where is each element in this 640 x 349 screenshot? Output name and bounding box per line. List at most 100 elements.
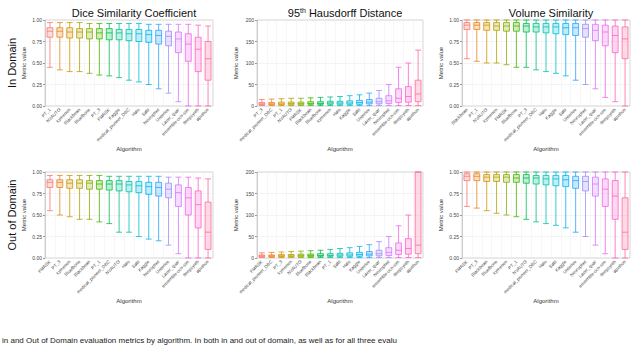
svg-text:0.75: 0.75 bbox=[32, 191, 42, 197]
svg-text:0.00: 0.00 bbox=[32, 103, 42, 109]
svg-text:Lazer_quar: Lazer_quar bbox=[160, 259, 181, 279]
svg-text:Blackbean: Blackbean bbox=[304, 259, 323, 278]
svg-text:ensemble-ocn-sim: ensemble-ocn-sim bbox=[160, 107, 191, 137]
svg-text:Out of Domain: Out of Domain bbox=[6, 180, 18, 251]
svg-text:Lazer_quar: Lazer_quar bbox=[577, 107, 598, 127]
svg-text:0.50: 0.50 bbox=[32, 60, 42, 66]
svg-text:Lazer_quar: Lazer_quar bbox=[160, 107, 181, 127]
svg-text:In Domain: In Domain bbox=[6, 38, 18, 88]
svg-text:0.75: 0.75 bbox=[32, 39, 42, 45]
svg-text:100: 100 bbox=[246, 212, 255, 218]
svg-text:150: 150 bbox=[246, 191, 255, 197]
svg-text:medical_pioneer_DBC: medical_pioneer_DBC bbox=[76, 259, 112, 295]
svg-text:apxthon: apxthon bbox=[195, 259, 210, 274]
svg-text:PT_1: PT_1 bbox=[321, 259, 332, 270]
svg-text:deepsynth: deepsynth bbox=[181, 259, 200, 278]
svg-text:Dice Similarity Coefficient: Dice Similarity Coefficient bbox=[72, 7, 197, 19]
svg-text:medical_pioneer_DBC: medical_pioneer_DBC bbox=[238, 259, 274, 295]
svg-text:0.25: 0.25 bbox=[32, 82, 42, 88]
svg-text:Bluefbone: Bluefbone bbox=[73, 107, 91, 125]
svg-text:Lazer_quar: Lazer_quar bbox=[361, 107, 381, 127]
svg-text:medical_pioneer_DBC: medical_pioneer_DBC bbox=[96, 107, 132, 143]
svg-text:apxthon: apxthon bbox=[612, 107, 627, 122]
svg-text:Neurophet: Neurophet bbox=[142, 259, 161, 278]
svg-text:Hausdorff Distance: Hausdorff Distance bbox=[306, 7, 402, 19]
svg-text:0.50: 0.50 bbox=[449, 60, 459, 66]
svg-text:Algorithm: Algorithm bbox=[327, 298, 352, 304]
svg-text:Algorithm: Algorithm bbox=[116, 298, 141, 304]
svg-text:deepsynth: deepsynth bbox=[181, 107, 200, 126]
svg-text:0.75: 0.75 bbox=[449, 191, 459, 197]
svg-text:0.75: 0.75 bbox=[449, 39, 459, 45]
svg-text:Algorithm: Algorithm bbox=[327, 146, 352, 152]
svg-text:ensemble-ocn-sim: ensemble-ocn-sim bbox=[160, 259, 191, 289]
svg-text:NVAUTO: NVAUTO bbox=[104, 259, 121, 276]
svg-text:Metric value: Metric value bbox=[233, 46, 239, 79]
svg-text:50: 50 bbox=[248, 82, 254, 88]
svg-text:Blackbean: Blackbean bbox=[450, 107, 469, 126]
svg-text:apxthon: apxthon bbox=[405, 259, 420, 274]
svg-text:deepsynth: deepsynth bbox=[391, 107, 411, 126]
svg-text:Kaggle: Kaggle bbox=[544, 107, 558, 121]
svg-text:in and Out of Domain evaluatio: in and Out of Domain evaluation metrics … bbox=[2, 336, 397, 345]
svg-text:apxthon: apxthon bbox=[612, 259, 627, 274]
svg-text:kymenen: kymenen bbox=[316, 107, 333, 124]
svg-text:0.00: 0.00 bbox=[32, 255, 42, 261]
svg-text:Metric value: Metric value bbox=[438, 46, 444, 79]
svg-text:Sabi: Sabi bbox=[332, 259, 342, 269]
svg-text:100: 100 bbox=[246, 60, 255, 66]
svg-text:medical_pioneer_DBC: medical_pioneer_DBC bbox=[503, 259, 539, 295]
svg-text:Halo: Halo bbox=[121, 259, 131, 269]
svg-text:ensemble-ocn-sim: ensemble-ocn-sim bbox=[577, 107, 608, 137]
svg-text:95: 95 bbox=[288, 7, 300, 19]
svg-text:Kaggle: Kaggle bbox=[338, 107, 352, 121]
svg-text:Algorithm: Algorithm bbox=[116, 146, 141, 152]
svg-text:Halo: Halo bbox=[538, 259, 548, 269]
svg-text:ensemble-ocn-sim: ensemble-ocn-sim bbox=[370, 259, 401, 289]
svg-text:Metric value: Metric value bbox=[233, 198, 239, 231]
svg-text:Bluefbone: Bluefbone bbox=[500, 107, 518, 125]
svg-text:Algorithm: Algorithm bbox=[533, 146, 558, 152]
svg-text:0.50: 0.50 bbox=[32, 212, 42, 218]
svg-text:Blackbean: Blackbean bbox=[63, 107, 82, 126]
svg-text:0: 0 bbox=[251, 255, 254, 261]
svg-text:Blackbean: Blackbean bbox=[294, 107, 313, 126]
svg-text:0.00: 0.00 bbox=[449, 255, 459, 261]
svg-text:Metric value: Metric value bbox=[438, 198, 444, 231]
svg-text:0.25: 0.25 bbox=[32, 234, 42, 240]
svg-text:ensemble-ocn-sim: ensemble-ocn-sim bbox=[577, 259, 608, 289]
svg-text:Algorithm: Algorithm bbox=[533, 298, 558, 304]
svg-text:medical_pioneer_DBC: medical_pioneer_DBC bbox=[238, 107, 274, 143]
svg-text:Lazer_quar: Lazer_quar bbox=[361, 259, 381, 279]
svg-text:0.50: 0.50 bbox=[449, 212, 459, 218]
svg-text:Bluefbone: Bluefbone bbox=[294, 259, 313, 278]
svg-text:Halo: Halo bbox=[131, 107, 141, 117]
svg-text:deepsynth: deepsynth bbox=[598, 107, 617, 126]
svg-text:0.25: 0.25 bbox=[449, 234, 459, 240]
svg-text:1.00: 1.00 bbox=[449, 17, 459, 23]
svg-text:ensemble-ocn-sim: ensemble-ocn-sim bbox=[370, 107, 401, 137]
svg-text:Lazer_quar: Lazer_quar bbox=[577, 259, 598, 279]
svg-text:0: 0 bbox=[251, 103, 254, 109]
svg-text:0.25: 0.25 bbox=[449, 82, 459, 88]
svg-text:50: 50 bbox=[248, 234, 254, 240]
svg-text:Bluefbone: Bluefbone bbox=[63, 259, 82, 278]
svg-text:150: 150 bbox=[246, 39, 255, 45]
svg-text:apxthon: apxthon bbox=[195, 107, 210, 122]
svg-text:1.00: 1.00 bbox=[32, 169, 42, 175]
svg-text:1.00: 1.00 bbox=[449, 169, 459, 175]
svg-text:Neurophet: Neurophet bbox=[372, 107, 391, 126]
svg-text:Blackbean: Blackbean bbox=[73, 259, 92, 278]
svg-text:Metric value: Metric value bbox=[21, 46, 27, 79]
svg-text:apxthon: apxthon bbox=[405, 107, 420, 122]
svg-text:0.00: 0.00 bbox=[449, 103, 459, 109]
svg-text:Bluefbone: Bluefbone bbox=[304, 107, 323, 126]
svg-text:medical_pioneer_DBC: medical_pioneer_DBC bbox=[503, 107, 539, 143]
svg-text:Neurophet: Neurophet bbox=[142, 107, 161, 126]
svg-text:1.00: 1.00 bbox=[32, 17, 42, 23]
svg-text:Metric value: Metric value bbox=[21, 198, 27, 231]
svg-text:200: 200 bbox=[246, 169, 255, 175]
svg-text:200: 200 bbox=[246, 17, 255, 23]
svg-text:Neurophet: Neurophet bbox=[568, 107, 588, 126]
svg-text:Volume Similarity: Volume Similarity bbox=[509, 7, 594, 19]
